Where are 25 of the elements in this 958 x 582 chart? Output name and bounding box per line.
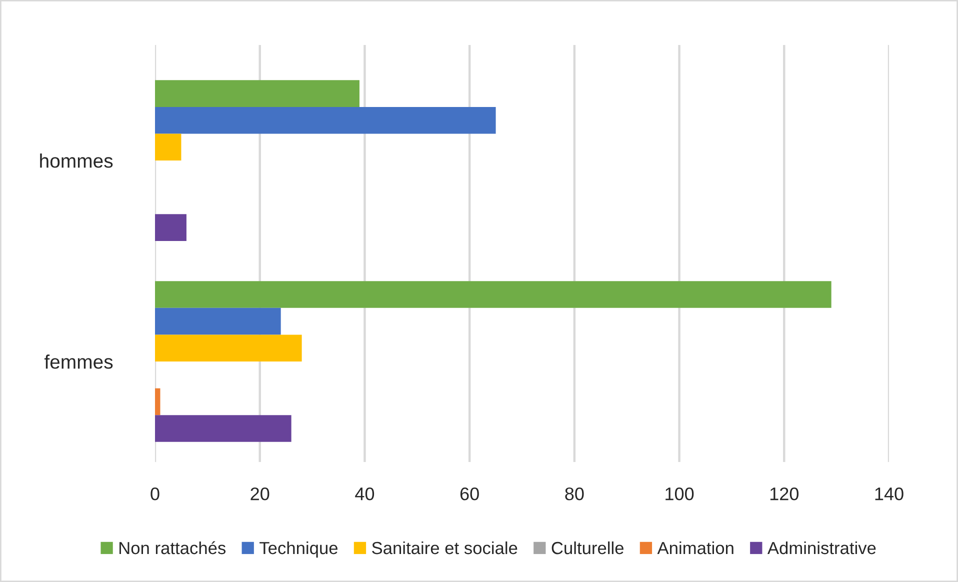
bar [155,134,182,161]
x-tick-label: 120 [770,487,798,500]
bar [155,80,360,107]
x-tick-label: 140 [875,487,904,500]
x-tick-label: 60 [460,487,479,500]
x-tick-label: 80 [565,487,584,500]
bar [155,308,281,335]
legend-label: Sanitaire et sociale [372,541,518,554]
legend-label: Non rattachés [120,541,226,554]
legend-label: Technique [260,541,338,558]
bar [155,281,832,308]
x-tick-label: 20 [250,487,270,500]
y-tick-label: femmes [44,354,113,369]
x-tick-label: 100 [666,487,694,500]
bar [155,388,160,416]
x-tick-label: 0 [150,487,160,500]
bar [155,415,292,442]
legend-label: Animation [657,541,734,554]
legend-label: Administrative [767,541,876,554]
bar [155,214,186,241]
y-tick-label: hommes [40,154,113,168]
bar [155,106,496,134]
bar [155,334,302,362]
x-tick-label: 40 [355,487,374,500]
legend-label: Culturelle [552,541,624,554]
